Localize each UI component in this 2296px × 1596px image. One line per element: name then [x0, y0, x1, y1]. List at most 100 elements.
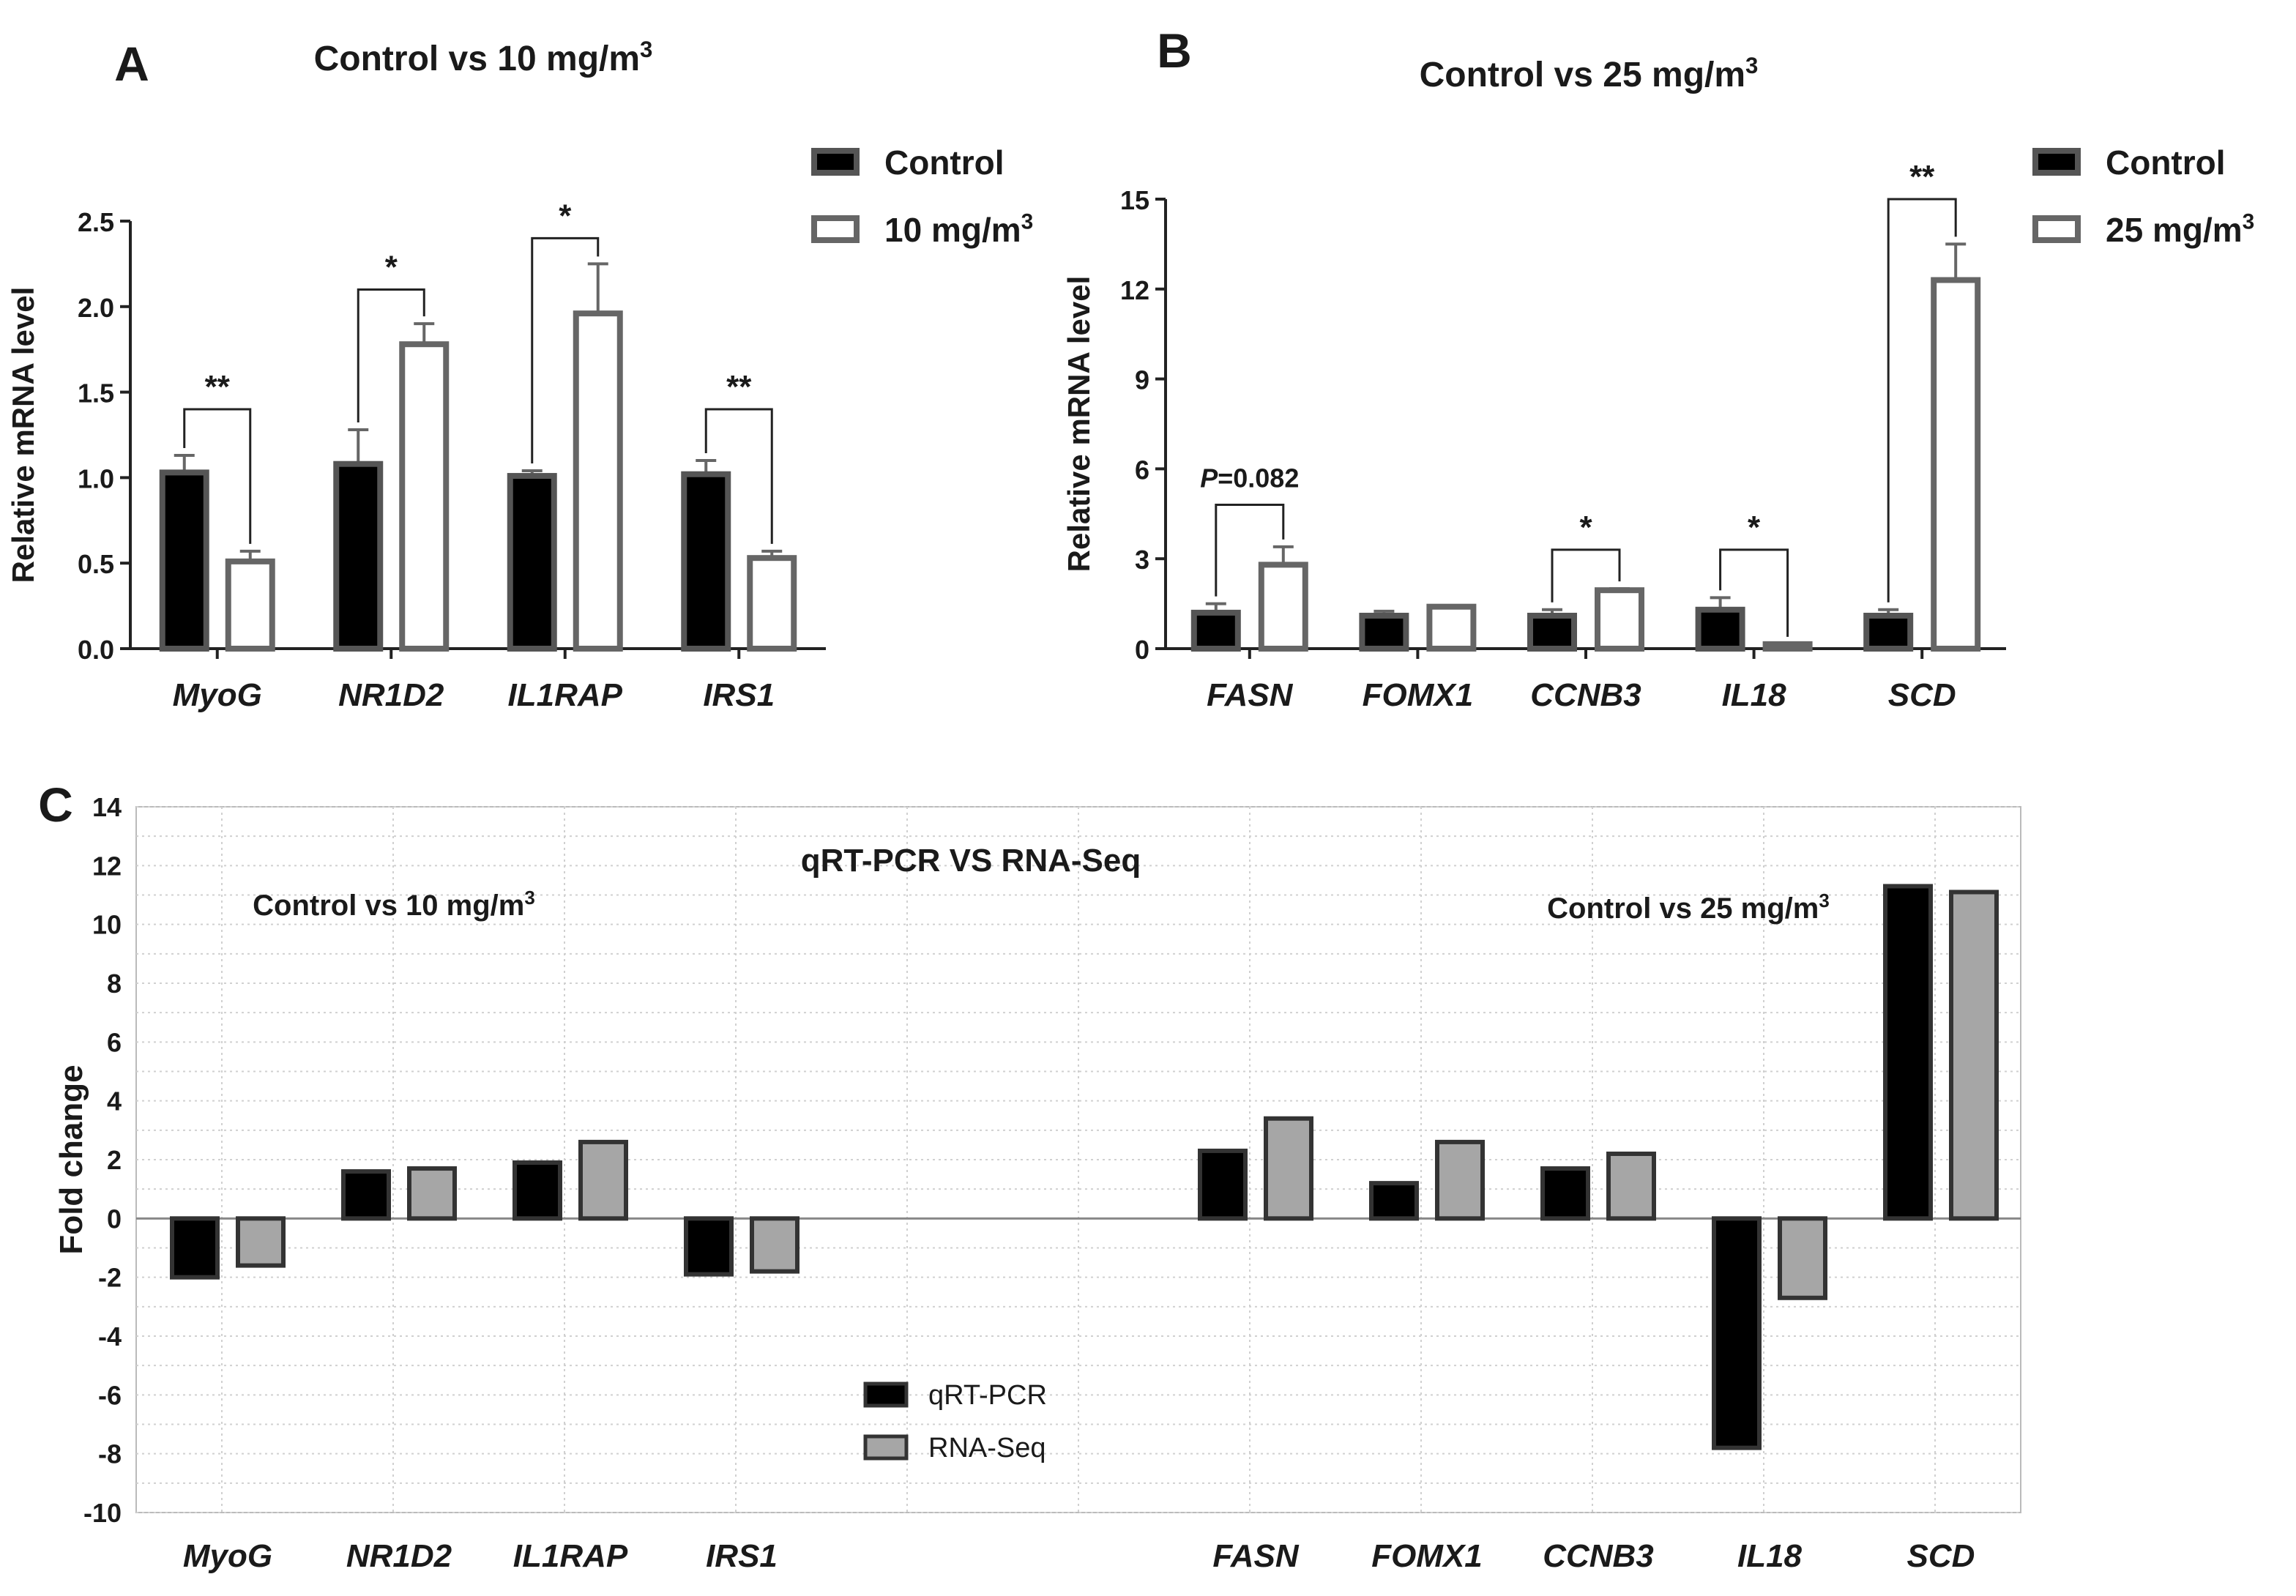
y-tick-label: 1.0 — [78, 463, 114, 493]
legend-label-text: Control — [884, 143, 1004, 182]
significance-bracket — [183, 408, 252, 544]
bar-qrt-pcr — [512, 1160, 562, 1221]
y-tick-label: 2.5 — [78, 207, 114, 237]
bar-rna-seq — [1949, 890, 1999, 1221]
bar-control — [681, 471, 731, 652]
y-axis-label: Relative mRNA level — [1062, 276, 1096, 573]
significance-bracket — [1215, 504, 1285, 597]
x-tick-label: IL1RAP — [513, 1538, 628, 1574]
x-tick-label: NR1D2 — [346, 1538, 452, 1574]
y-tick-label: 15 — [1120, 185, 1149, 215]
y-tick-label: 10 — [92, 910, 122, 940]
significance-bracket — [531, 236, 600, 464]
x-tick-label: FOMX1 — [1363, 677, 1474, 713]
bar-10-mg-m — [225, 558, 275, 652]
y-axis-label: Relative mRNA level — [6, 287, 40, 583]
bar-qrt-pcr — [1369, 1181, 1419, 1221]
bar-10-mg-m — [747, 555, 797, 652]
bar-10-mg-m — [573, 310, 623, 652]
bar-25-mg-m — [1762, 641, 1813, 652]
y-tick-label: 0 — [1135, 635, 1149, 665]
bar-qrt-pcr — [341, 1169, 391, 1221]
bar-qrt-pcr — [1198, 1148, 1248, 1221]
y-tick-label: 6 — [1135, 455, 1149, 485]
y-tick-label: 1.5 — [78, 379, 114, 409]
x-tick-label: SCD — [1888, 677, 1956, 713]
y-tick-label: 3 — [1135, 545, 1149, 575]
bar-25-mg-m — [1426, 603, 1477, 652]
legend-label: RNA-Seq — [928, 1433, 1046, 1463]
x-tick-label: IRS1 — [703, 677, 775, 713]
bar-rna-seq — [1778, 1216, 1827, 1300]
bar-rna-seq — [578, 1139, 628, 1221]
y-tick-label: 9 — [1135, 365, 1149, 395]
legend-label: 10 mg/m3 — [884, 210, 1033, 249]
y-tick-label: 12 — [92, 851, 122, 881]
panel-title: Control vs 25 mg/m3 — [1420, 53, 1759, 94]
y-tick-label: -2 — [98, 1263, 122, 1293]
y-tick-label: 0 — [107, 1204, 122, 1234]
bar-control — [1359, 612, 1409, 652]
legend-swatch — [2032, 215, 2081, 243]
group-label-sup: 3 — [524, 887, 534, 909]
panel-letter: C — [38, 778, 73, 832]
y-tick-label: 12 — [1120, 275, 1149, 305]
significance-label: ** — [1909, 159, 1935, 195]
x-tick-label: MyoG — [173, 677, 262, 713]
panel-title: Control vs 10 mg/m3 — [314, 37, 653, 78]
y-tick-label: 2 — [107, 1145, 122, 1175]
legend-swatch — [863, 1434, 909, 1461]
significance-bracket — [1551, 548, 1621, 603]
x-tick-label: CCNB3 — [1543, 1538, 1654, 1574]
group-label: Control vs 10 mg/m3 — [253, 887, 535, 922]
significance-label: * — [1748, 510, 1761, 545]
bar-qrt-pcr — [1883, 884, 1933, 1221]
bar-rna-seq — [1264, 1116, 1313, 1221]
x-tick-label: MyoG — [183, 1538, 272, 1574]
panel-title-sup: 3 — [640, 37, 652, 62]
significance-bracket — [357, 288, 425, 422]
bar-25-mg-m — [1595, 587, 1644, 652]
legend-swatch — [2032, 148, 2081, 176]
bar-10-mg-m — [399, 341, 450, 652]
panel-title-sup: 3 — [1745, 53, 1758, 78]
bar-control — [1527, 612, 1577, 652]
y-axis-label: Fold change — [53, 1064, 89, 1254]
bar-rna-seq — [236, 1216, 286, 1268]
bar-rna-seq — [407, 1166, 457, 1221]
y-tick-label: 6 — [107, 1027, 122, 1057]
legend-label: 25 mg/m3 — [2106, 210, 2254, 249]
bar-rna-seq — [1606, 1151, 1656, 1221]
group-label-text: Control vs 10 mg/m — [253, 890, 524, 922]
legend-swatch — [811, 148, 860, 176]
y-tick-label: 0.0 — [78, 635, 114, 665]
y-tick-label: 4 — [107, 1086, 122, 1116]
significance-bracket — [704, 408, 773, 544]
legend-swatch — [811, 215, 860, 243]
y-tick-label: 0.5 — [78, 549, 114, 579]
panel-letter: A — [114, 37, 149, 91]
bar-25-mg-m — [1258, 562, 1308, 652]
x-tick-label: FASN — [1207, 677, 1294, 713]
bar-control — [1190, 609, 1241, 652]
bar-qrt-pcr — [684, 1216, 734, 1277]
panel-title: qRT-PCR VS RNA-Seq — [801, 843, 1141, 879]
panel-letter: B — [1157, 23, 1192, 78]
significance-bracket — [1887, 198, 1957, 603]
bar-control — [1863, 612, 1914, 652]
legend-label-text: 10 mg/m — [884, 211, 1021, 249]
bar-qrt-pcr — [1540, 1166, 1590, 1221]
y-tick-label: -6 — [98, 1380, 122, 1410]
legend-label: Control — [2106, 143, 2226, 182]
x-tick-label: FASN — [1212, 1538, 1300, 1574]
legend-label: Control — [884, 143, 1004, 182]
y-tick-label: -4 — [98, 1321, 122, 1351]
significance-label: * — [1579, 510, 1592, 545]
significance-label: * — [559, 198, 572, 234]
y-tick-label: 2.0 — [78, 293, 114, 323]
bar-25-mg-m — [1931, 277, 1981, 652]
legend-swatch — [863, 1381, 909, 1408]
y-tick-label: -8 — [98, 1439, 122, 1469]
x-tick-label: FOMX1 — [1371, 1538, 1483, 1574]
x-tick-label: IL18 — [1722, 677, 1787, 713]
